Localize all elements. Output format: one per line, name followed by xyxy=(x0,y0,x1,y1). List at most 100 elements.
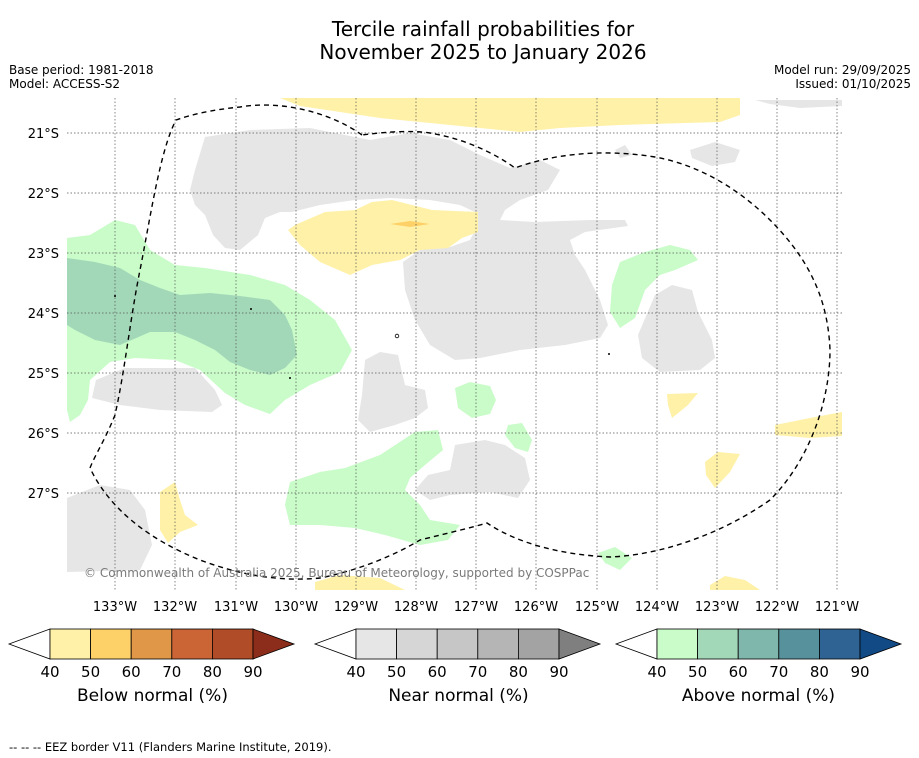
near-normal-colorbar-tick: 50 xyxy=(387,663,406,681)
below-normal-legend-label: Below normal (%) xyxy=(77,686,228,706)
lon-label: 124°W xyxy=(635,600,679,615)
lat-label: 23°S xyxy=(28,247,59,262)
lon-label: 133°W xyxy=(93,600,137,615)
lat-label: 26°S xyxy=(28,427,59,442)
near-normal-colorbar-tick: 90 xyxy=(549,663,568,681)
lon-label: 123°W xyxy=(695,600,739,615)
near-normal-colorbar-segment xyxy=(396,628,438,660)
eez-footnote: -- -- -- EEZ border V11 (Flanders Marine… xyxy=(9,740,332,754)
below-normal-colorbar-high-extend xyxy=(252,628,296,660)
below-normal-region xyxy=(775,412,842,438)
near-normal-colorbar-segment xyxy=(436,628,479,660)
above-normal-colorbar-segment xyxy=(819,628,861,660)
lon-label: 121°W xyxy=(815,600,859,615)
lon-label: 130°W xyxy=(274,600,318,615)
near-normal-colorbar-tick: 60 xyxy=(428,663,447,681)
base-period-text: Base period: 1981-2018 xyxy=(9,63,154,77)
near-normal-colorbar-segment xyxy=(355,628,397,660)
lat-label: 22°S xyxy=(28,187,59,202)
lon-label: 131°W xyxy=(214,600,258,615)
above-normal-colorbar: 40 50 60 70 80 90 xyxy=(614,628,903,681)
below-normal-colorbar-segment xyxy=(211,628,254,660)
near-normal-colorbar-tick: 40 xyxy=(346,663,365,681)
above-normal-colorbar-low-extend xyxy=(614,628,658,660)
above-normal-colorbar-segment xyxy=(737,628,780,660)
lon-label: 128°W xyxy=(394,600,438,615)
near-normal-colorbar-low-extend xyxy=(313,628,357,660)
below-normal-region xyxy=(315,575,405,590)
near-normal-region xyxy=(92,368,222,412)
above-normal-colorbar-segment xyxy=(656,628,698,660)
near-normal-region xyxy=(415,440,530,500)
near-normal-colorbar-tick: 80 xyxy=(509,663,528,681)
lat-label: 25°S xyxy=(28,367,59,382)
lon-label: 129°W xyxy=(334,600,378,615)
near-normal-region xyxy=(755,100,842,108)
below-normal-colorbar: 40 50 60 70 80 90 xyxy=(7,628,296,681)
above-normal-colorbar-segment xyxy=(697,628,739,660)
island-marker xyxy=(289,377,291,379)
above-normal-region xyxy=(610,245,698,328)
above-normal-colorbar-tick: 40 xyxy=(647,663,666,681)
above-normal-region xyxy=(455,382,496,418)
model-text: Model: ACCESS-S2 xyxy=(9,77,121,91)
below-normal-region-strong xyxy=(390,221,430,227)
copyright-text: © Commonwealth of Australia 2025, Bureau… xyxy=(84,566,589,580)
issued-text: Issued: 01/10/2025 xyxy=(795,77,911,91)
above-normal-colorbar-high-extend xyxy=(859,628,903,660)
below-normal-region xyxy=(710,576,760,590)
meta-left: Base period: 1981-2018 Model: ACCESS-S2 xyxy=(9,63,154,91)
near-normal-region xyxy=(358,352,428,432)
map-title-line2: November 2025 to January 2026 xyxy=(319,40,647,64)
lat-label: 21°S xyxy=(28,127,59,142)
near-normal-colorbar-segment xyxy=(518,628,560,660)
below-normal-colorbar-tick: 60 xyxy=(122,663,141,681)
above-normal-colorbar-segment xyxy=(778,628,820,660)
island-marker xyxy=(394,333,400,339)
lon-label: 132°W xyxy=(153,600,197,615)
below-normal-colorbar-segment xyxy=(49,628,91,660)
below-normal-colorbar-segment xyxy=(130,628,173,660)
colorbars: 40 50 60 70 80 90 40 50 60 70 80 90 40 50 60 70 80 90 xyxy=(7,628,903,681)
lon-label: 126°W xyxy=(514,600,558,615)
lon-label: 127°W xyxy=(454,600,498,615)
below-normal-regions xyxy=(160,98,842,590)
map-title-line1: Tercile rainfall probabilities for xyxy=(331,17,635,41)
islands xyxy=(114,295,610,379)
below-normal-region xyxy=(288,200,478,275)
map-panel: © Commonwealth of Australia 2025, Bureau… xyxy=(28,98,859,615)
meta-right: Model run: 29/09/2025 Issued: 01/10/2025 xyxy=(774,63,911,91)
above-normal-region xyxy=(598,547,632,570)
above-normal-colorbar-tick: 90 xyxy=(850,663,869,681)
above-normal-regions xyxy=(67,220,698,570)
model-run-text: Model run: 29/09/2025 xyxy=(773,63,911,77)
near-normal-region xyxy=(615,145,632,158)
below-normal-region xyxy=(667,393,698,418)
below-normal-region xyxy=(280,98,740,132)
below-normal-colorbar-tick: 40 xyxy=(40,663,59,681)
above-normal-colorbar-tick: 80 xyxy=(810,663,829,681)
below-normal-colorbar-segment xyxy=(171,628,213,660)
near-normal-colorbar-segment xyxy=(477,628,519,660)
lat-label: 27°S xyxy=(28,487,59,502)
near-normal-legend-label: Near normal (%) xyxy=(388,686,529,706)
near-normal-colorbar: 40 50 60 70 80 90 xyxy=(313,628,602,681)
below-normal-region xyxy=(705,452,740,488)
above-normal-region-strong xyxy=(67,258,297,375)
below-normal-colorbar-segment xyxy=(90,628,132,660)
island-marker xyxy=(114,295,116,297)
lat-label: 24°S xyxy=(28,307,59,322)
below-normal-colorbar-low-extend xyxy=(7,628,51,660)
lon-label: 125°W xyxy=(575,600,619,615)
island-marker xyxy=(608,353,610,355)
near-normal-region xyxy=(638,285,715,372)
map-title: Tercile rainfall probabilities for Novem… xyxy=(0,18,919,64)
below-normal-colorbar-tick: 50 xyxy=(81,663,100,681)
near-normal-region xyxy=(67,485,152,572)
lon-label: 122°W xyxy=(755,600,799,615)
near-normal-region xyxy=(690,142,740,166)
island-marker xyxy=(250,308,252,310)
gridlines xyxy=(67,98,842,590)
above-normal-colorbar-tick: 50 xyxy=(688,663,707,681)
lat-labels: 21°S 22°S 23°S 24°S 25°S 26°S 27°S xyxy=(28,127,59,502)
